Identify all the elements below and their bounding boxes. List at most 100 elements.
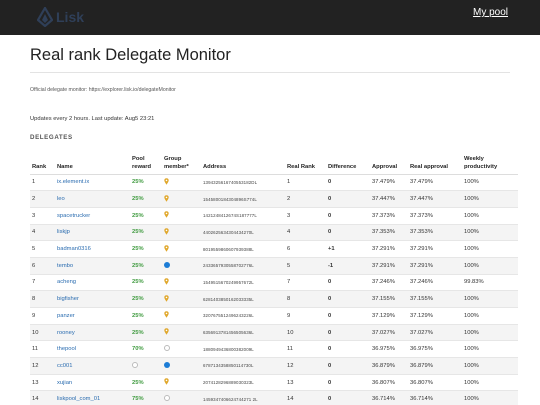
approval-cell: 37.246% (370, 274, 408, 292)
table-row: 6 tembo 25% 2433657930558702776L 5 -1 37.291% 3… (30, 257, 518, 275)
approval-cell: 37.353% (370, 224, 408, 242)
real-approval-cell: 37.027% (408, 324, 462, 342)
rank-cell: 11 (30, 340, 55, 359)
delegate-name-link[interactable]: ix.element.ix (57, 179, 90, 186)
real-approval-cell: 37.246% (408, 274, 462, 292)
group-member-cell (162, 274, 201, 292)
rank-cell: 6 (30, 257, 55, 275)
name-cell: spacetrucker (55, 207, 130, 225)
delegates-table: Rank Name Pool reward Group member* Address R… (30, 149, 518, 405)
member-dot-icon (164, 261, 170, 268)
table-body: 1 ix.element.ix 25% 1394325616740553182DL 1 0… (30, 174, 518, 405)
map-pin-icon (164, 311, 169, 320)
delegate-name-link[interactable]: liskjp (57, 229, 70, 236)
address-cell: 6356913781456505636L (201, 324, 285, 342)
table-header-row: Rank Name Pool reward Group member* Address R… (30, 149, 518, 175)
my-pool-link[interactable]: My pool (472, 7, 508, 18)
address-cell: 1549515670249957672L (201, 274, 285, 292)
pool-reward-cell: 70% (130, 340, 162, 359)
pool-reward-cell: 25% (130, 290, 162, 308)
real-rank-cell: 3 (285, 207, 326, 225)
delegate-name-link[interactable]: rooney (57, 329, 75, 336)
rank-cell: 1 (30, 174, 55, 192)
group-member-cell (162, 257, 201, 275)
table-row: 4 liskjp 25% 4402625634304434270L 4 0 37.353% 3… (30, 224, 518, 242)
real-rank-cell: 8 (285, 290, 326, 308)
delegate-name-link[interactable]: acheng (57, 279, 77, 286)
address-cell: 2433657930558702776L (201, 257, 285, 275)
delegate-name-link[interactable]: spacetrucker (57, 212, 91, 219)
name-cell: panzer (55, 307, 130, 325)
group-member-cell (162, 340, 201, 359)
delegate-name-link[interactable]: cc001 (57, 362, 73, 369)
rank-cell: 8 (30, 290, 55, 308)
approval-cell: 37.479% (370, 174, 408, 192)
table-row: 12 cc001 6787134358850114730L 12 0 36.879% 36.… (30, 357, 518, 375)
address-cell: 8019559860607939388L (201, 240, 285, 258)
real-approval-cell: 36.879% (408, 357, 462, 375)
address-cell: 4402625634304434270L (201, 224, 285, 242)
approval-cell: 37.291% (370, 257, 408, 275)
rank-cell: 5 (30, 240, 55, 258)
approval-cell: 36.879% (370, 357, 408, 375)
rank-cell: 12 (30, 357, 55, 375)
delegate-name-link[interactable]: leo (57, 196, 65, 203)
difference-cell: 0 (326, 290, 370, 308)
group-member-cell (162, 357, 201, 375)
rank-cell: 14 (30, 390, 55, 405)
rank-cell: 2 (30, 190, 55, 208)
productivity-cell: 100% (462, 290, 518, 308)
delegate-name-link[interactable]: thepool (57, 346, 77, 353)
header-approval: Approval (370, 149, 408, 175)
lisk-logo[interactable]: Lisk (37, 6, 84, 28)
difference-cell: 0 (326, 374, 370, 392)
real-rank-cell: 6 (285, 240, 326, 258)
productivity-cell: 100% (462, 207, 518, 225)
map-pin-icon (164, 328, 169, 337)
productivity-cell: 100% (462, 340, 518, 359)
empty-circle-icon (164, 395, 170, 402)
header-real-rank: Real Rank (285, 149, 326, 175)
productivity-cell: 100% (462, 224, 518, 242)
table-row: 13 xujian 25% 2074128296889030323L 13 0 36.807… (30, 374, 518, 392)
difference-cell: 0 (326, 307, 370, 325)
difference-cell: 0 (326, 190, 370, 208)
pool-reward-cell: 25% (130, 257, 162, 275)
table-row: 7 acheng 25% 1549515670249957672L 7 0 37.246% 3… (30, 274, 518, 292)
address-cell: 1459347406624744271 2L (201, 390, 285, 405)
real-rank-cell: 5 (285, 257, 326, 275)
name-cell: rooney (55, 324, 130, 342)
delegate-name-link[interactable]: bigfisher (57, 296, 79, 303)
real-approval-cell: 37.291% (408, 240, 462, 258)
address-cell: 3207675512496243226L (201, 307, 285, 325)
pool-reward-cell: 25% (130, 374, 162, 392)
delegate-name-link[interactable]: badman0316 (57, 246, 91, 253)
lisk-logo-icon (37, 7, 53, 27)
delegate-name-link[interactable]: liskpool_com_01 (57, 396, 101, 403)
difference-cell: 0 (326, 357, 370, 375)
header-weekly-productivity: Weekly productivity (462, 149, 518, 175)
real-approval-cell: 36.714% (408, 390, 462, 405)
header-pool-reward: Pool reward (130, 149, 162, 175)
real-rank-cell: 2 (285, 190, 326, 208)
productivity-cell: 100% (462, 240, 518, 258)
pool-reward-cell: 25% (130, 174, 162, 192)
approval-cell: 37.373% (370, 207, 408, 225)
address-cell: 1394325616740553182DL (201, 174, 285, 192)
section-title: DELEGATES (30, 134, 73, 141)
delegate-name-link[interactable]: panzer (57, 312, 75, 319)
address-cell: 1880949436800382009L (201, 340, 285, 359)
group-member-cell (162, 307, 201, 325)
real-rank-cell: 12 (285, 357, 326, 375)
delegate-name-link[interactable]: tembo (57, 262, 74, 269)
approval-cell: 36.975% (370, 340, 408, 359)
group-member-cell (162, 174, 201, 192)
difference-cell: 0 (326, 224, 370, 242)
empty-circle-icon (132, 361, 138, 368)
map-pin-icon (164, 378, 169, 387)
name-cell: badman0316 (55, 240, 130, 258)
productivity-cell: 100% (462, 390, 518, 405)
productivity-cell: 100% (462, 374, 518, 392)
delegate-name-link[interactable]: xujian (57, 379, 73, 386)
rank-cell: 13 (30, 374, 55, 392)
